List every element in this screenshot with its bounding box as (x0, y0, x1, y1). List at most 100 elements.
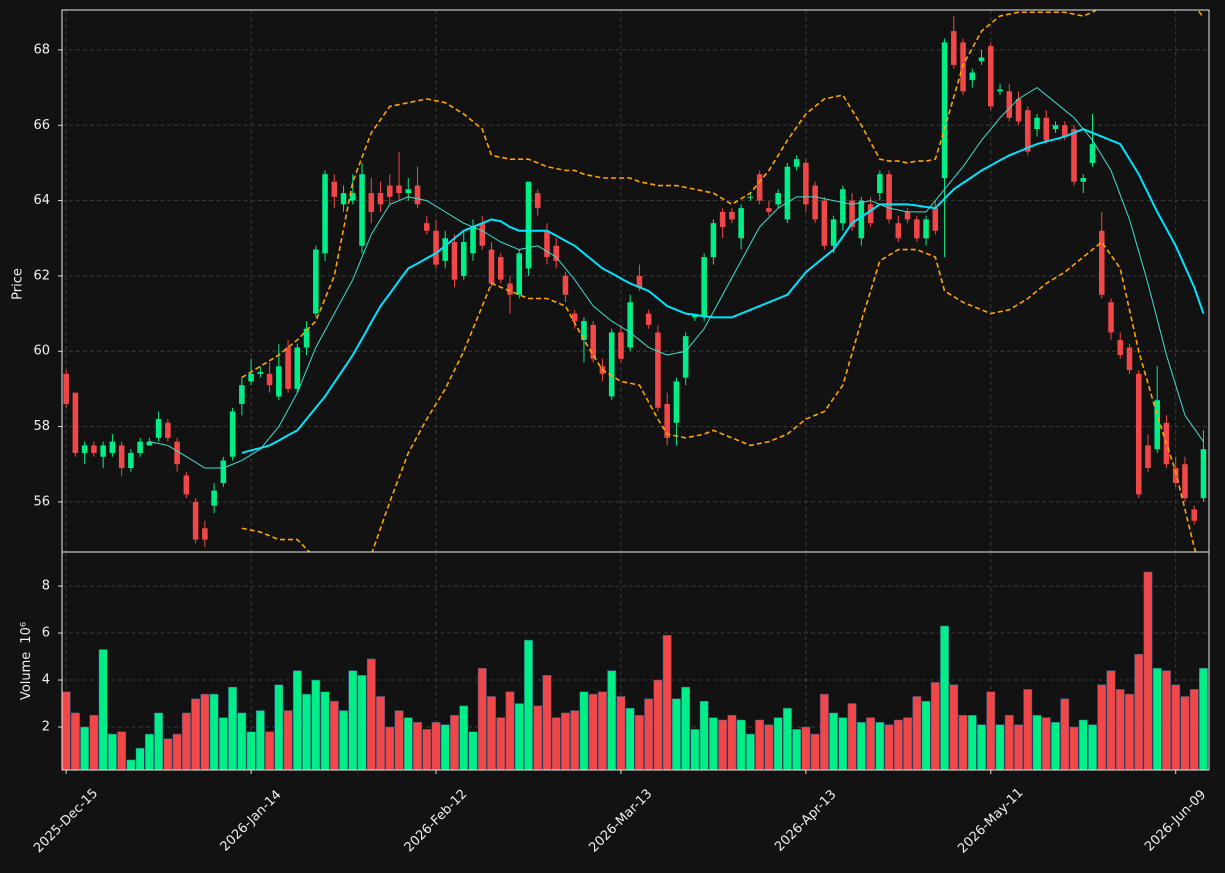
volume-bar (1180, 696, 1190, 770)
candle-body (100, 445, 106, 457)
y-tick-label: 60 (33, 344, 50, 359)
candle-body (1154, 400, 1160, 450)
volume-bar (653, 679, 663, 770)
y-tick-label: 62 (33, 268, 50, 283)
candle-body (655, 332, 661, 408)
volume-bar (829, 712, 839, 770)
candle-body (350, 193, 356, 201)
y-tick-label: 66 (33, 118, 50, 133)
volume-bar (144, 733, 154, 770)
price-panel (63, 10, 1207, 552)
volume-bar (1152, 668, 1162, 770)
volume-bar (995, 724, 1005, 770)
volume-bar (265, 731, 274, 770)
volume-bar (255, 710, 265, 770)
y-tick-label: 56 (33, 494, 50, 509)
y-axis-label: Price (11, 268, 26, 300)
volume-bar (718, 719, 728, 770)
overlay-line (241, 127, 1205, 454)
candle-body (507, 283, 513, 295)
candle-body (784, 166, 791, 220)
candle-body (359, 174, 365, 246)
volume-bar (903, 717, 912, 770)
candle-body (220, 460, 227, 484)
volume-bar (949, 684, 959, 770)
y-tick-label: 68 (33, 42, 50, 57)
candle-body (710, 223, 717, 258)
candle-body (1135, 373, 1142, 495)
candle-body (1172, 468, 1179, 484)
candle-body (812, 185, 818, 220)
volume-bar (302, 693, 311, 770)
candle-body (618, 332, 624, 359)
candle-body (331, 181, 338, 197)
volume-bar (598, 691, 607, 770)
volume-bar (126, 759, 136, 770)
volume-bar (542, 675, 552, 770)
candle-body (109, 441, 116, 453)
volume-bar (551, 717, 561, 770)
volume-bar (98, 649, 108, 770)
volume-bar (819, 693, 829, 770)
volume-bar (1014, 724, 1023, 770)
candle-body (248, 373, 254, 382)
candle-body (146, 441, 153, 446)
candle-body (793, 159, 800, 167)
volume-bar (570, 710, 580, 770)
volume-bar (930, 682, 940, 770)
volume-bar (450, 715, 459, 770)
candle-body (174, 441, 180, 465)
candle-body (387, 185, 393, 197)
candle-body (460, 242, 467, 276)
volume-bar (394, 710, 404, 770)
candle-body (895, 223, 902, 239)
volume-bar (1199, 668, 1208, 770)
volume-bar (403, 717, 413, 770)
volume-bar (1134, 653, 1144, 770)
candle-body (414, 185, 421, 205)
candle-body (692, 315, 698, 318)
volume-bar (866, 717, 875, 770)
volume-bar (228, 686, 238, 770)
volume-bar (440, 724, 450, 770)
candle-body (313, 249, 319, 314)
volume-bar (505, 691, 515, 770)
volume-bar (977, 724, 986, 770)
candle-body (821, 200, 828, 246)
volume-bar (246, 731, 256, 770)
volume-bar (764, 724, 774, 770)
volume-bar (107, 733, 117, 770)
candle-body (571, 313, 578, 322)
candle-body (340, 193, 347, 205)
volume-bar (385, 726, 395, 770)
volume-bar (348, 670, 358, 770)
candle-body (756, 174, 763, 201)
candle-body (932, 208, 939, 231)
candle-body (969, 72, 976, 81)
volume-bar (172, 733, 182, 770)
volume-bar (1032, 715, 1042, 770)
candle-body (1108, 302, 1114, 333)
volume-axis-label: Volume 10⁶ (19, 622, 34, 700)
candle-body (137, 441, 143, 453)
volume-bar (1041, 717, 1051, 770)
volume-bar (357, 675, 367, 770)
candle-body (738, 208, 744, 239)
volume-frame (61, 551, 1210, 771)
volume-bar (801, 726, 811, 770)
volume-bar (1143, 571, 1153, 770)
volume-bar (588, 693, 598, 770)
volume-bar (690, 729, 700, 770)
volume-bar (533, 705, 543, 770)
candle-body (534, 193, 541, 209)
volume-bar (681, 686, 691, 770)
candle-body (553, 245, 559, 261)
volume-bar (782, 707, 792, 770)
y-tick-label: 64 (33, 193, 50, 208)
candle-body (516, 253, 523, 295)
volume-bar (1162, 670, 1171, 770)
candle-body (701, 257, 707, 318)
candle-body (192, 501, 199, 540)
candle-body (81, 445, 88, 453)
